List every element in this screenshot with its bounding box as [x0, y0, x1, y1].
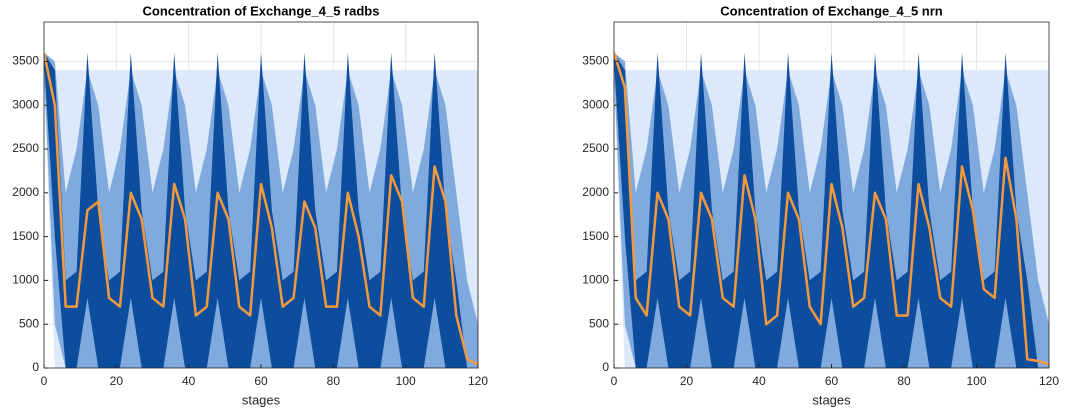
y-tick-label: 0 [32, 360, 39, 374]
x-tick-label: 80 [327, 374, 341, 388]
x-tick-label: 0 [611, 374, 618, 388]
median-line [614, 52, 1049, 366]
data-layer [614, 52, 1049, 368]
x-tick-label: 60 [254, 374, 268, 388]
chart-title: Concentration of Exchange_4_5 nrn [720, 3, 943, 18]
median-line [44, 52, 478, 366]
data-layer [44, 52, 478, 368]
x-tick-label: 20 [680, 374, 694, 388]
x-tick-label: 120 [468, 374, 488, 388]
subplot: 0 500 1000 1500 2000 2500 3000 3500 0 20 40 60 80 100… [582, 3, 1059, 407]
y-tick-label: 500 [19, 316, 39, 330]
x-tick-label: 0 [41, 374, 48, 388]
y-tick-label: 2500 [582, 141, 609, 155]
y-tick-label: 3500 [582, 54, 609, 68]
y-tick-label: 1500 [582, 229, 609, 243]
y-tick-label: 3000 [12, 97, 39, 111]
x-axis-label: stages [812, 392, 851, 407]
x-axis-label: stages [242, 392, 281, 407]
x-tick-label: 80 [897, 374, 911, 388]
y-tick-label: 2500 [12, 141, 39, 155]
y-tick-label: 2000 [12, 185, 39, 199]
x-tick-label: 40 [182, 374, 196, 388]
y-tick-label: 0 [602, 360, 609, 374]
y-tick-label: 3000 [582, 97, 609, 111]
subplot: 0 500 1000 1500 2000 2500 3000 3500 0 20 40 60 80 100… [12, 3, 488, 407]
chart-title: Concentration of Exchange_4_5 radbs [143, 3, 380, 18]
x-tick-label: 40 [752, 374, 766, 388]
y-tick-label: 1000 [582, 273, 609, 287]
x-tick-label: 100 [966, 374, 986, 388]
x-tick-label: 60 [825, 374, 839, 388]
y-tick-label: 3500 [12, 54, 39, 68]
y-tick-label: 1000 [12, 273, 39, 287]
x-tick-label: 120 [1039, 374, 1059, 388]
y-tick-label: 500 [589, 316, 609, 330]
x-tick-label: 20 [110, 374, 124, 388]
y-tick-label: 1500 [12, 229, 39, 243]
x-tick-label: 100 [396, 374, 416, 388]
y-tick-label: 2000 [582, 185, 609, 199]
